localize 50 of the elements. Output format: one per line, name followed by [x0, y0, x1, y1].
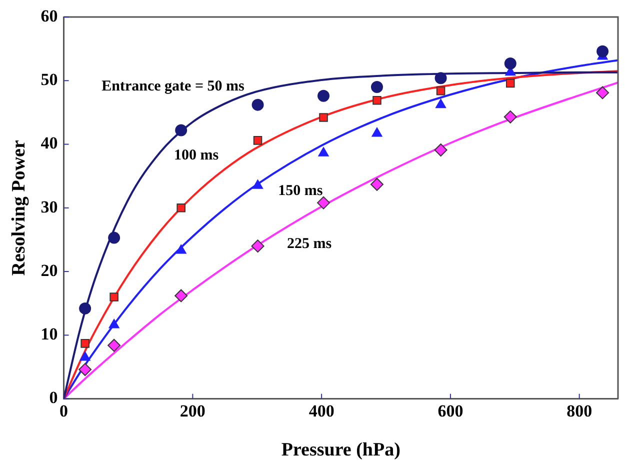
point	[370, 80, 383, 93]
point	[108, 338, 121, 352]
point	[108, 232, 120, 244]
point	[596, 45, 609, 58]
point	[318, 147, 329, 156]
y-axis-title: Resolving Power	[8, 140, 30, 276]
point	[504, 57, 516, 70]
x-tick-label: 600	[438, 401, 464, 420]
point	[176, 204, 186, 212]
point	[434, 143, 448, 156]
point	[108, 318, 120, 328]
point	[372, 96, 382, 105]
point	[370, 178, 384, 191]
x-tick-label: 200	[180, 401, 206, 420]
point	[434, 72, 447, 84]
point	[78, 363, 92, 376]
y-tick-label: 10	[40, 324, 58, 344]
point	[174, 289, 188, 302]
series-label: 150 ms	[278, 182, 323, 199]
point	[79, 302, 92, 314]
point	[175, 124, 188, 136]
point	[596, 86, 610, 100]
point	[252, 180, 264, 189]
point	[317, 196, 330, 210]
point	[253, 136, 262, 145]
series-label: Entrance gate = 50 ms	[102, 78, 244, 95]
point	[504, 110, 517, 124]
y-tick-label: 0	[49, 388, 58, 408]
point	[506, 78, 515, 88]
point	[110, 292, 118, 302]
point	[80, 339, 90, 348]
y-tick-label: 20	[40, 260, 58, 280]
series-label: 225 ms	[287, 236, 332, 252]
x-tick-label: 800	[566, 401, 592, 420]
point	[436, 86, 446, 96]
y-tick-label: 60	[40, 6, 58, 26]
point	[252, 98, 264, 111]
point	[318, 90, 330, 102]
point	[372, 127, 382, 137]
point	[80, 351, 90, 361]
point	[176, 244, 186, 254]
point	[319, 113, 328, 122]
point	[251, 240, 264, 253]
series-label: 100 ms	[174, 147, 219, 164]
x-axis-title: Pressure (hPa)	[281, 440, 400, 461]
point	[436, 98, 446, 108]
y-tick-label: 50	[40, 70, 58, 90]
x-tick-label: 400	[308, 401, 334, 420]
y-tick-label: 30	[40, 197, 58, 216]
y-tick-label: 40	[40, 134, 58, 153]
